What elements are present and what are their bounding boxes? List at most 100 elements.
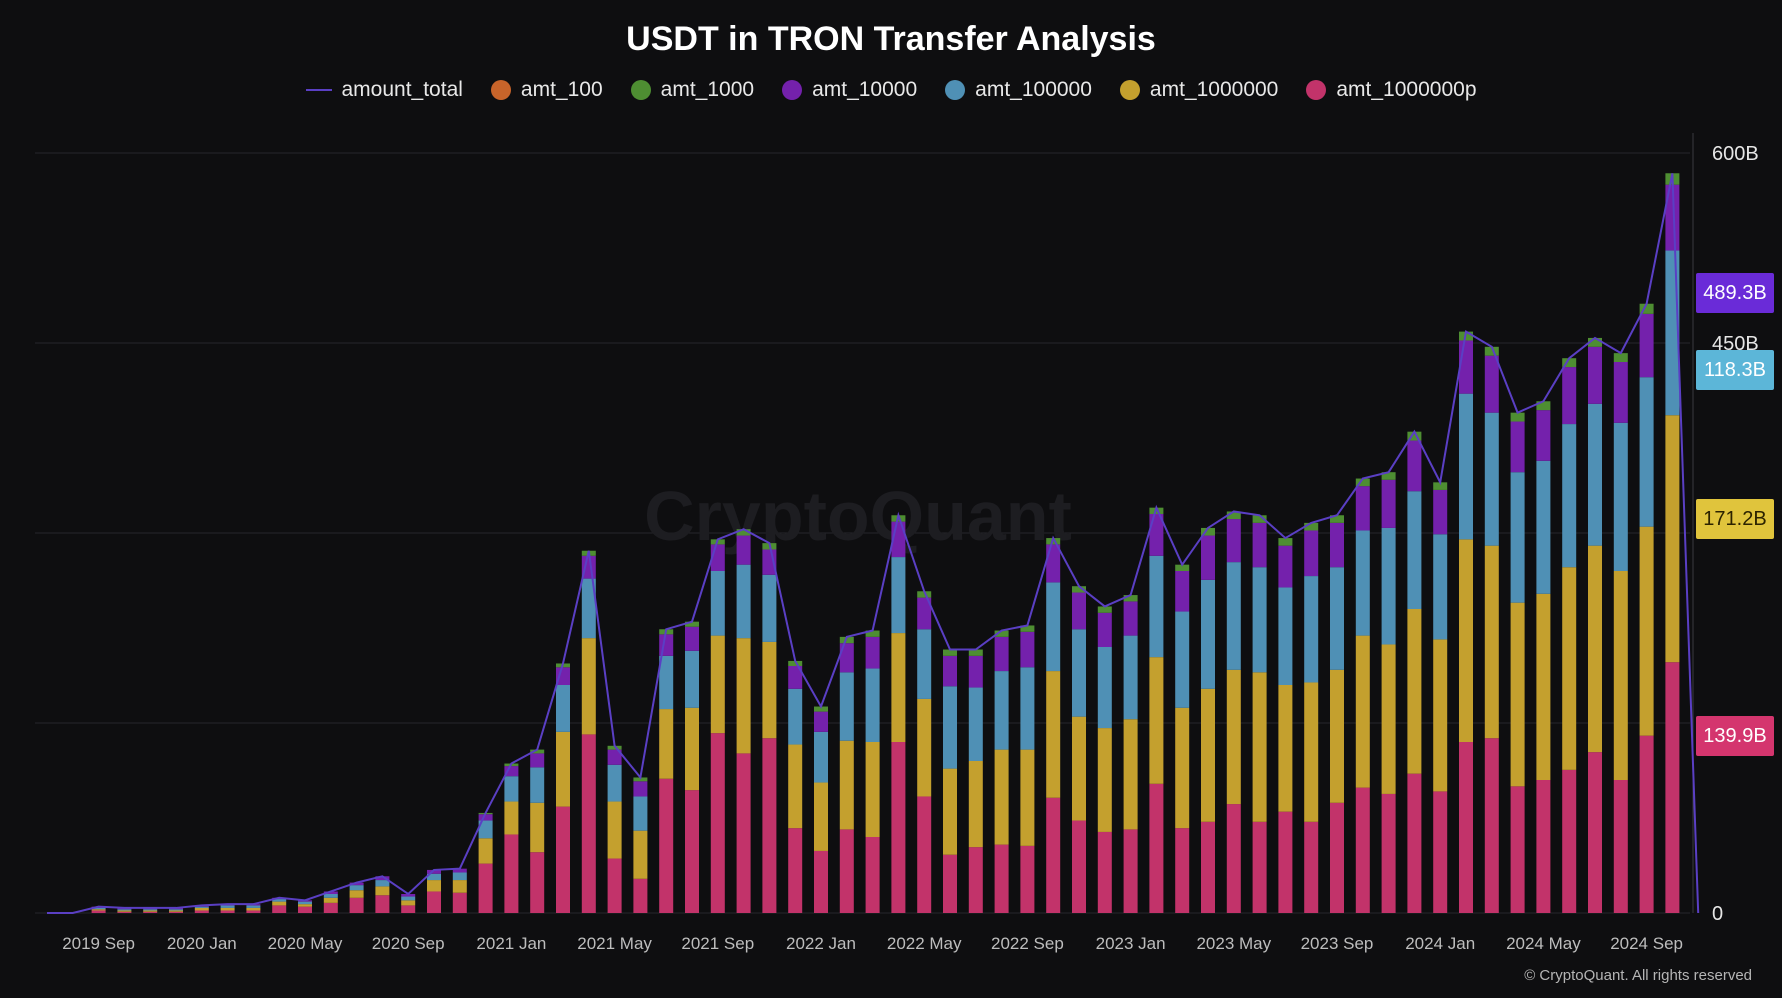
copyright-notice: © CryptoQuant. All rights reserved	[1524, 967, 1752, 984]
bar-segment-amt_1000	[1020, 625, 1035, 632]
bar-segment-amt_1000000p	[710, 733, 725, 913]
bar-segment-amt_1000000p	[788, 828, 803, 913]
bar-segment-amt_1000000p	[1484, 738, 1499, 913]
legend-line-icon	[305, 89, 332, 91]
bar-segment-amt_1000000	[143, 910, 158, 912]
bar-segment-amt_1000000	[323, 897, 338, 903]
bar-segment-amt_100000	[1252, 567, 1267, 673]
bar-segment-amt_100000	[1072, 629, 1086, 717]
bar-segment-amt_100000	[736, 564, 751, 639]
series-line-amount-total	[47, 173, 1700, 914]
bar-segment-amt_100000	[1407, 491, 1422, 609]
bar-segment-amt_10000	[788, 666, 803, 689]
bar-segment-amt_10000	[1304, 530, 1319, 577]
bar-segment-amt_1000000	[1020, 749, 1035, 846]
bar-segment-amt_1000000	[1226, 669, 1241, 805]
bar-segment-amt_10000	[401, 894, 416, 897]
bar-segment-amt_1000	[1613, 353, 1628, 362]
bar-segment-amt_10000	[478, 814, 493, 821]
bar-segment-amt_1000000p	[91, 910, 106, 913]
bar-segment-amt_1000000p	[943, 854, 957, 913]
bar-segment-amt_1000000	[272, 901, 287, 906]
x-tick-label: 2023 Sep	[1301, 934, 1374, 953]
bar-segment-amt_1000000p	[143, 911, 158, 913]
bar-segment-amt_10000	[1226, 519, 1241, 563]
legend-item-amt-100000[interactable]: amt_100000	[945, 78, 1092, 102]
legend-item-amt-100[interactable]: amt_100	[490, 78, 603, 102]
bar-segment-amt_1000	[994, 630, 1009, 637]
bar-segment-amt_10000	[1484, 355, 1499, 413]
bar-segment-amt_1000000	[452, 880, 467, 893]
legend-dot-icon	[782, 80, 803, 100]
bar-segment-amt_100000	[375, 880, 390, 887]
bar-segment-amt_1000000p	[891, 742, 906, 913]
bar-segment-amt_10000	[1510, 421, 1525, 473]
x-tick-label: 2022 Jan	[786, 934, 856, 953]
bar-segment-amt_1000000p	[685, 790, 699, 913]
bar-segment-amt_1000000p	[1072, 820, 1086, 913]
bar-segment-amt_1000000p	[1046, 797, 1061, 913]
bar-segment-amt_1000000	[1278, 685, 1293, 812]
bar-segment-amt_1000	[788, 660, 803, 666]
bar-segment-amt_100000	[1613, 422, 1628, 571]
legend-item-amt-1000000p[interactable]: amt_1000000p	[1306, 78, 1477, 102]
bar-segment-amt_1000	[1355, 478, 1370, 487]
bar-segment-amt_1000	[607, 745, 622, 750]
bar-segment-amt_10000	[1123, 601, 1138, 636]
bar-segment-amt_100000	[1562, 424, 1577, 568]
bar-segment-amt_100000	[220, 905, 235, 908]
bar-segment-amt_1000	[685, 621, 699, 627]
bar-segment-amt_100000	[556, 685, 570, 732]
bar-segment-amt_1000000	[504, 801, 519, 835]
bar-segment-amt_1000000p	[1407, 773, 1422, 913]
bar-segment-amt_100000	[272, 899, 287, 902]
bar-segment-amt_10000	[1072, 592, 1086, 630]
bar-segment-amt_100000	[865, 668, 880, 742]
legend-item-amt-1000000[interactable]: amt_1000000	[1119, 78, 1278, 102]
bar-segment-amt_10000	[968, 655, 983, 688]
bar-segment-amt_1000000p	[1613, 780, 1628, 913]
bar-segment-amt_1000000p	[1123, 829, 1138, 913]
bar-segment-amt_1000000p	[1149, 783, 1164, 913]
bar-segment-amt_10000	[1665, 184, 1680, 251]
bar-segment-amt_10000	[452, 868, 467, 873]
bar-segment-amt_1000000p	[1330, 802, 1344, 913]
legend-item-amt-1000[interactable]: amt_1000	[630, 78, 754, 102]
bar-segment-amt_1000	[1536, 401, 1551, 411]
bar-segment-amt_1000000p	[478, 863, 493, 913]
bar-segment-amt_100000	[298, 901, 312, 905]
bar-segment-amt_1000000p	[530, 852, 545, 913]
bar-segment-amt_100000	[1588, 403, 1602, 546]
bar-segment-amt_10000	[1407, 440, 1422, 492]
bar-segment-amt_1000000	[1510, 602, 1525, 787]
bar-segment-amt_100000	[1226, 562, 1241, 670]
bar-segment-amt_1000000	[556, 731, 570, 807]
bar-segment-amt_100000	[607, 764, 622, 802]
bar-segment-amt_100000	[581, 578, 596, 639]
bar-segment-amt_100000	[1510, 472, 1525, 603]
bar-segment-amt_100000	[788, 688, 803, 745]
legend-dot-icon	[630, 80, 651, 100]
bar-segment-amt_1000	[1097, 606, 1112, 613]
bar-segment-amt_1000000	[1536, 593, 1551, 780]
bar-segment-amt_100000	[169, 909, 183, 911]
bar-segment-amt_1000	[1226, 511, 1241, 520]
bar-segment-amt_10000	[1046, 544, 1061, 583]
bar-segment-amt_1000000p	[1252, 821, 1267, 913]
legend-item-amt-10000[interactable]: amt_10000	[782, 78, 917, 102]
bar-segment-amt_1000	[1588, 337, 1602, 347]
bar-segment-amt_1000000p	[1304, 821, 1319, 913]
bar-segment-amt_100000	[401, 896, 416, 901]
bar-segment-amt_1000000p	[917, 796, 932, 913]
bar-segment-amt_100000	[633, 796, 648, 831]
bar-segment-amt_1000000	[1097, 728, 1112, 832]
bar-segment-amt_1000000p	[1665, 662, 1680, 913]
legend-item-amount-total[interactable]: amount_total	[305, 78, 463, 102]
bar-segment-amt_100000	[710, 571, 725, 636]
bar-segment-amt_100000	[504, 776, 519, 802]
bar-segment-amt_100000	[452, 872, 467, 881]
bar-segment-amt_1000	[968, 649, 983, 656]
bar-segment-amt_10000	[1201, 535, 1215, 580]
bar-segment-amt_10000	[1613, 362, 1628, 423]
bar-segment-amt_1000000	[814, 782, 828, 851]
